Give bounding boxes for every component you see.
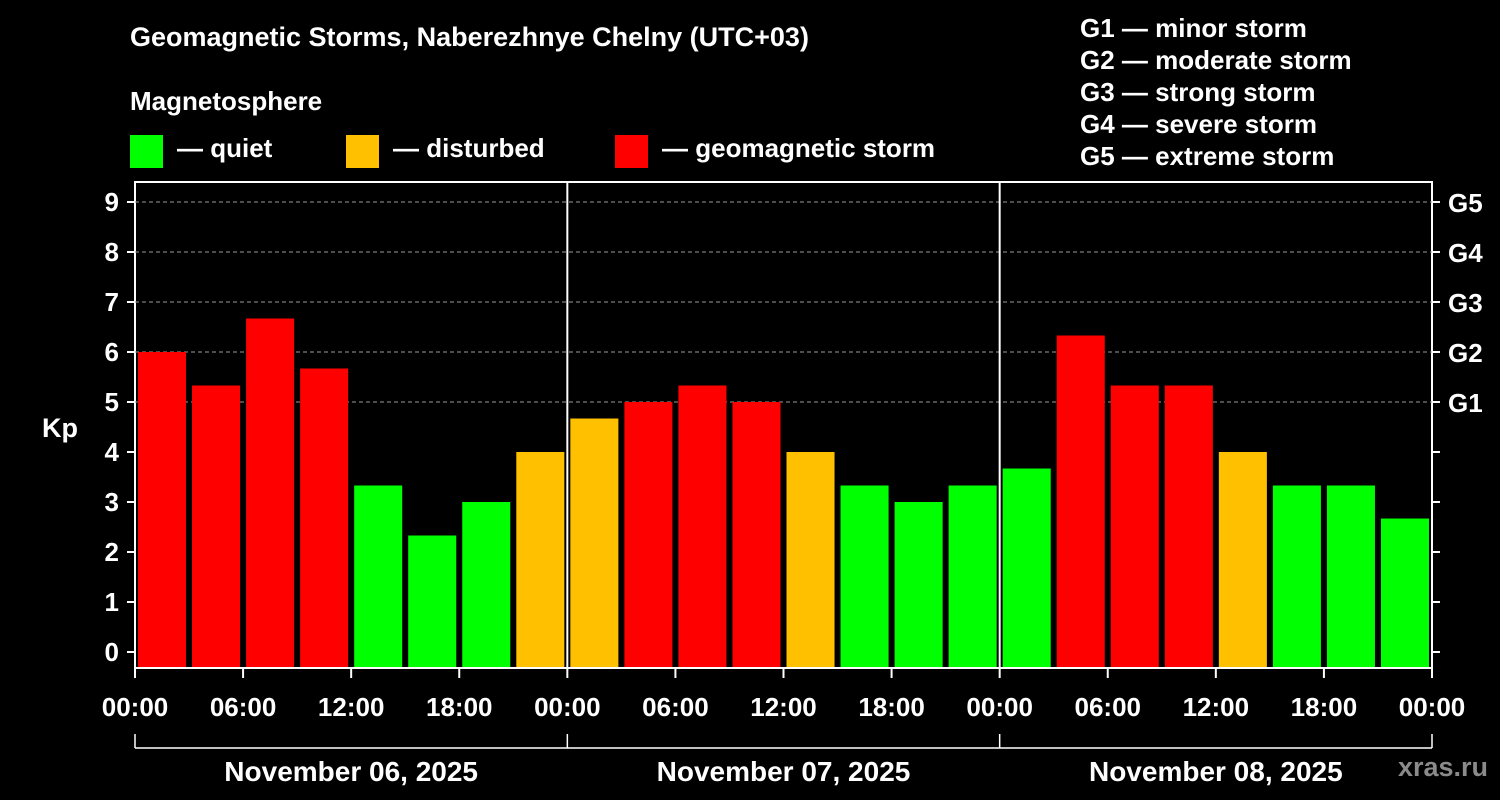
kp-bar [462,502,511,667]
kp-bar [354,485,403,667]
watermark: xras.ru [1397,752,1488,782]
kp-bar [300,368,349,667]
x-tick-label: 06:00 [210,692,277,722]
legend-swatch-quiet [130,134,163,168]
x-tick-label: 06:00 [642,692,709,722]
legend-label-storm: — geomagnetic storm [662,132,936,163]
storm-scale-g1: G1 — minor storm [1080,13,1307,43]
kp-bar [1218,452,1267,667]
g-level-label: G2 [1448,338,1483,368]
kp-bar [678,385,727,667]
x-tick-label: 00:00 [102,692,169,722]
storm-scale-list: G1 — minor storm G2 — moderate storm G3 … [1080,12,1352,172]
legend-swatch-disturbed [346,134,379,168]
kp-bar [192,385,241,667]
x-tick-label: 12:00 [318,692,385,722]
x-tick-label: 18:00 [1291,692,1358,722]
magnetosphere-legend-title: Magnetosphere [130,86,323,116]
x-tick-label: 00:00 [966,692,1033,722]
x-tick-label: 18:00 [426,692,493,722]
chart-title: Geomagnetic Storms, Naberezhnye Chelny (… [130,22,809,52]
kp-bar [246,318,295,667]
g-level-label: G5 [1448,188,1483,218]
y-tick-label: 3 [105,487,119,517]
kp-bar [732,402,781,667]
x-tick-label: 00:00 [1399,692,1466,722]
x-tick-label: 12:00 [750,692,817,722]
y-axis-label: Kp [42,413,78,443]
kp-bar [840,485,889,667]
y-tick-label: 1 [105,587,119,617]
y-tick-label: 7 [105,287,119,317]
kp-bar [408,535,457,667]
y-tick-label: 2 [105,537,119,567]
day-label: November 06, 2025 [224,756,478,787]
legend-item-disturbed: — disturbed [346,132,545,168]
kp-bar [1002,468,1051,667]
g-level-label: G4 [1448,238,1483,268]
day-label: November 08, 2025 [1089,756,1343,787]
kp-bar [894,502,943,667]
x-tick-label: 18:00 [858,692,925,722]
day-label: November 07, 2025 [657,756,911,787]
y-tick-label: 8 [105,237,119,267]
kp-bar [1326,485,1375,667]
storm-scale-g4: G4 — severe storm [1080,109,1318,139]
storm-scale-g2: G2 — moderate storm [1080,45,1352,75]
kp-bar [516,452,565,667]
g-level-label: G3 [1448,288,1483,318]
kp-bar [624,402,673,667]
g-level-label: G1 [1448,388,1483,418]
storm-scale-g5: G5 — extreme storm [1080,141,1335,171]
kp-bar [1056,335,1105,667]
kp-bar [1110,385,1159,667]
legend-swatch-storm [615,134,648,168]
kp-bar [948,485,997,667]
y-tick-label: 6 [105,337,119,367]
kp-bar [570,418,619,667]
kp-bar [138,352,187,667]
storm-scale-g3: G3 — strong storm [1080,77,1316,107]
kp-bar [1272,485,1321,667]
legend-label-quiet: — quiet [177,132,273,163]
kp-bar [786,452,835,667]
y-tick-label: 5 [105,387,119,417]
kp-bar [1164,385,1213,667]
x-tick-label: 06:00 [1075,692,1142,722]
x-tick-label: 12:00 [1183,692,1250,722]
y-tick-label: 0 [105,637,119,667]
legend-label-disturbed: — disturbed [393,132,545,163]
y-tick-label: 9 [105,187,119,217]
y-tick-label: 4 [105,437,120,467]
legend-item-storm: — geomagnetic storm [615,132,936,168]
legend-item-quiet: — quiet [130,132,273,168]
kp-bar [1380,518,1429,667]
x-tick-label: 00:00 [534,692,601,722]
